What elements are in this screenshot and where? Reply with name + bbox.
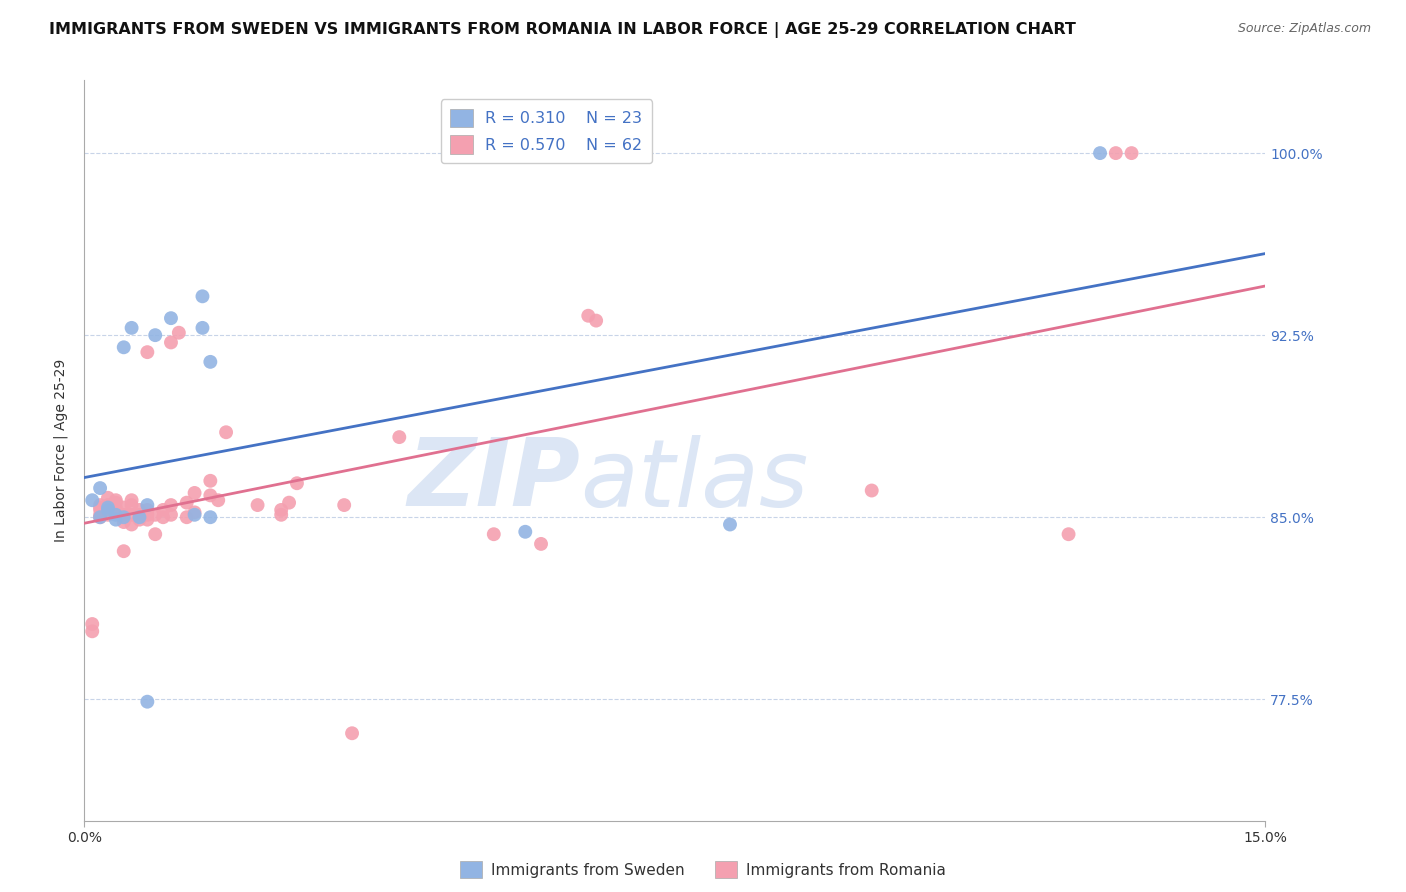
Text: Source: ZipAtlas.com: Source: ZipAtlas.com — [1237, 22, 1371, 36]
Point — [160, 335, 183, 350]
Point — [112, 500, 135, 515]
Point — [246, 498, 269, 512]
Point — [143, 527, 166, 541]
Point — [215, 425, 238, 440]
Point — [515, 524, 537, 539]
Point — [121, 508, 143, 522]
Point — [112, 340, 135, 354]
Point — [97, 508, 120, 522]
Point — [718, 517, 741, 532]
Point — [333, 498, 356, 512]
Point — [104, 513, 127, 527]
Point — [576, 309, 599, 323]
Point — [128, 510, 150, 524]
Point — [136, 513, 159, 527]
Point — [200, 355, 222, 369]
Point — [160, 498, 183, 512]
Point — [143, 328, 166, 343]
Point — [112, 508, 135, 522]
Point — [121, 321, 143, 335]
Point — [191, 321, 214, 335]
Point — [112, 544, 135, 558]
Y-axis label: In Labor Force | Age 25-29: In Labor Force | Age 25-29 — [53, 359, 69, 542]
Point — [176, 510, 198, 524]
Point — [82, 624, 104, 639]
Point — [585, 313, 607, 327]
Point — [104, 496, 127, 510]
Point — [1088, 146, 1111, 161]
Point — [89, 508, 111, 522]
Point — [183, 508, 205, 522]
Text: IMMIGRANTS FROM SWEDEN VS IMMIGRANTS FROM ROMANIA IN LABOR FORCE | AGE 25-29 COR: IMMIGRANTS FROM SWEDEN VS IMMIGRANTS FRO… — [49, 22, 1076, 38]
Point — [200, 488, 222, 502]
Point — [97, 491, 120, 505]
Point — [143, 508, 166, 522]
Point — [200, 510, 222, 524]
Point — [1105, 146, 1128, 161]
Point — [128, 513, 150, 527]
Legend: R = 0.310    N = 23, R = 0.570    N = 62: R = 0.310 N = 23, R = 0.570 N = 62 — [440, 99, 652, 163]
Text: atlas: atlas — [581, 434, 808, 525]
Point — [104, 500, 127, 515]
Point — [136, 498, 159, 512]
Point — [89, 481, 111, 495]
Point — [97, 498, 120, 512]
Point — [278, 496, 301, 510]
Point — [270, 508, 292, 522]
Point — [82, 617, 104, 632]
Point — [530, 537, 553, 551]
Point — [183, 505, 205, 519]
Point — [89, 503, 111, 517]
Point — [104, 493, 127, 508]
Point — [89, 498, 111, 512]
Point — [207, 493, 229, 508]
Point — [112, 510, 135, 524]
Point — [285, 476, 308, 491]
Point — [104, 508, 127, 522]
Point — [136, 345, 159, 359]
Point — [136, 503, 159, 517]
Point — [136, 508, 159, 522]
Point — [97, 503, 120, 517]
Text: ZIP: ZIP — [408, 434, 581, 526]
Point — [1057, 527, 1080, 541]
Point — [89, 510, 111, 524]
Point — [152, 503, 174, 517]
Point — [121, 517, 143, 532]
Point — [89, 500, 111, 515]
Point — [97, 503, 120, 517]
Point — [121, 493, 143, 508]
Point — [128, 508, 150, 522]
Point — [160, 508, 183, 522]
Point — [160, 311, 183, 326]
Point — [152, 510, 174, 524]
Point — [200, 474, 222, 488]
Point — [176, 496, 198, 510]
Point — [104, 505, 127, 519]
Point — [128, 503, 150, 517]
Legend: Immigrants from Sweden, Immigrants from Romania: Immigrants from Sweden, Immigrants from … — [454, 855, 952, 884]
Point — [112, 515, 135, 529]
Point — [89, 510, 111, 524]
Point — [1121, 146, 1143, 161]
Point — [167, 326, 190, 340]
Point — [482, 527, 505, 541]
Point — [270, 503, 292, 517]
Point — [191, 289, 214, 303]
Point — [860, 483, 883, 498]
Point — [183, 486, 205, 500]
Point — [340, 726, 363, 740]
Point — [97, 500, 120, 515]
Point — [136, 695, 159, 709]
Point — [82, 493, 104, 508]
Point — [121, 498, 143, 512]
Point — [388, 430, 411, 444]
